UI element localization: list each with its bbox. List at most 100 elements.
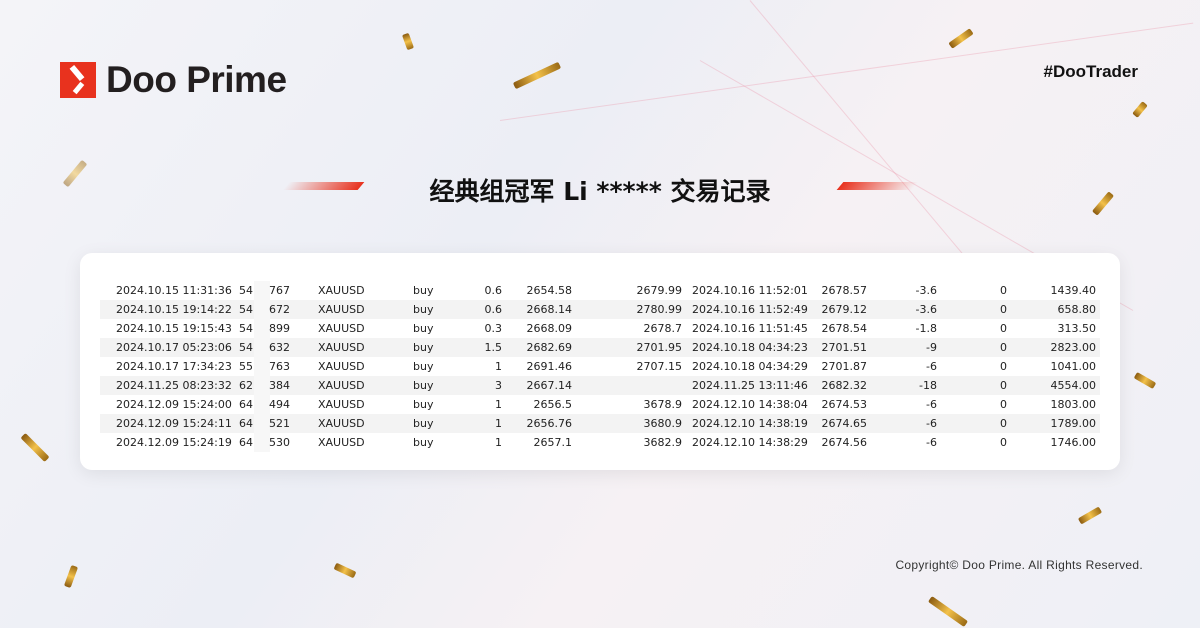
table-row: 2024.12.09 15:24:19 64 530 XAUUSD buy 1 2657.1… <box>100 433 1100 452</box>
table-row: 2024.10.15 11:31:36 54 767 XAUUSD buy 0.6 2654… <box>100 281 1100 300</box>
cell-close-time: 2024.10.18 04:34:23 <box>692 341 808 354</box>
cell-commission: -6 <box>926 398 937 411</box>
cell-commission: -9 <box>926 341 937 354</box>
cell-close-time: 2024.10.18 04:34:29 <box>692 360 808 373</box>
cell-type: buy <box>413 417 434 430</box>
cell-swap: 0 <box>1000 303 1007 316</box>
cell-profit: 313.50 <box>1057 322 1097 335</box>
confetti-icon <box>948 28 974 49</box>
cell-take-profit: 2679.99 <box>636 284 683 297</box>
cell-close-price: 2678.54 <box>821 322 868 335</box>
cell-type: buy <box>413 322 434 335</box>
cell-close-price: 2701.51 <box>821 341 868 354</box>
cell-volume: 3 <box>495 379 502 392</box>
cell-close-time: 2024.12.10 14:38:04 <box>692 398 808 411</box>
table-row: 2024.10.15 19:15:43 54 899 XAUUSD buy 0.3 2668… <box>100 319 1100 338</box>
cell-symbol: XAUUSD <box>318 398 365 411</box>
cell-take-profit: 3678.9 <box>643 398 683 411</box>
cell-ticket: 767 <box>269 284 290 297</box>
cell-symbol: XAUUSD <box>318 303 365 316</box>
cell-ticket: 384 <box>269 379 290 392</box>
masked-ticket <box>254 300 270 319</box>
cell-swap: 0 <box>1000 341 1007 354</box>
table-row: 2024.10.17 05:23:06 54 632 XAUUSD buy 1.5 2682… <box>100 338 1100 357</box>
cell-open-price: 2654.58 <box>526 284 573 297</box>
cell-open-time: 2024.10.15 11:31:36 <box>116 284 232 297</box>
masked-ticket <box>254 376 270 395</box>
cell-type: buy <box>413 398 434 411</box>
logo-mark-icon <box>60 62 96 98</box>
cell-open-price: 2668.09 <box>526 322 573 335</box>
table-row: 2024.11.25 08:23:32 62 384 XAUUSD buy 3 2667.1… <box>100 376 1100 395</box>
cell-volume: 0.6 <box>484 284 503 297</box>
cell-volume: 0.3 <box>484 322 503 335</box>
cell-ticket: 632 <box>269 341 290 354</box>
cell-ticket: 763 <box>269 360 290 373</box>
cell-volume: 1 <box>495 360 502 373</box>
cell-type: buy <box>413 341 434 354</box>
cell-commission: -1.8 <box>915 322 937 335</box>
cell-open-time: 2024.12.09 15:24:19 <box>116 436 232 449</box>
cell-volume: 1 <box>495 436 502 449</box>
cell-ticket-prefix: 64 <box>239 436 253 449</box>
cell-open-time: 2024.11.25 08:23:32 <box>116 379 232 392</box>
cell-symbol: XAUUSD <box>318 360 365 373</box>
cell-swap: 0 <box>1000 360 1007 373</box>
cell-take-profit: 2780.99 <box>636 303 683 316</box>
cell-open-price: 2691.46 <box>526 360 573 373</box>
cell-open-price: 2657.1 <box>533 436 573 449</box>
cell-ticket: 530 <box>269 436 290 449</box>
cell-open-price: 2667.14 <box>526 379 573 392</box>
confetti-icon <box>63 564 79 589</box>
cell-symbol: XAUUSD <box>318 284 365 297</box>
masked-ticket <box>254 281 270 300</box>
confetti-icon <box>1077 506 1103 525</box>
cell-open-time: 2024.12.09 15:24:11 <box>116 417 232 430</box>
cell-ticket-prefix: 54 <box>239 284 253 297</box>
cell-take-profit: 2701.95 <box>636 341 683 354</box>
cell-open-time: 2024.10.15 19:14:22 <box>116 303 232 316</box>
masked-ticket <box>254 357 270 376</box>
cell-close-price: 2682.32 <box>821 379 868 392</box>
cell-close-price: 2701.87 <box>821 360 868 373</box>
cell-ticket: 521 <box>269 417 290 430</box>
cell-take-profit: 3680.9 <box>643 417 683 430</box>
cell-swap: 0 <box>1000 398 1007 411</box>
cell-symbol: XAUUSD <box>318 341 365 354</box>
cell-commission: -3.6 <box>915 284 937 297</box>
table-row: 2024.12.09 15:24:00 64 494 XAUUSD buy 1 2656.5… <box>100 395 1100 414</box>
cell-swap: 0 <box>1000 322 1007 335</box>
confetti-icon <box>1132 101 1148 118</box>
cell-volume: 1.5 <box>484 341 503 354</box>
cell-ticket-prefix: 55 <box>239 360 253 373</box>
confetti-icon <box>927 596 969 627</box>
cell-close-time: 2024.10.16 11:51:45 <box>692 322 808 335</box>
cell-open-time: 2024.12.09 15:24:00 <box>116 398 232 411</box>
cell-swap: 0 <box>1000 436 1007 449</box>
cell-take-profit: 3682.9 <box>643 436 683 449</box>
cell-ticket-prefix: 64 <box>239 417 253 430</box>
confetti-icon <box>333 562 357 579</box>
cell-close-price: 2678.57 <box>821 284 868 297</box>
cell-ticket-prefix: 62 <box>239 379 253 392</box>
cell-commission: -6 <box>926 436 937 449</box>
cell-commission: -6 <box>926 417 937 430</box>
masked-ticket <box>254 319 270 338</box>
table-row: 2024.10.17 17:34:23 55 763 XAUUSD buy 1 2691.4… <box>100 357 1100 376</box>
cell-close-price: 2679.12 <box>821 303 868 316</box>
cell-close-price: 2674.65 <box>821 417 868 430</box>
cell-take-profit: 2707.15 <box>636 360 683 373</box>
cell-close-time: 2024.10.16 11:52:49 <box>692 303 808 316</box>
cell-open-time: 2024.10.15 19:15:43 <box>116 322 232 335</box>
confetti-icon <box>512 61 562 90</box>
cell-ticket-prefix: 54 <box>239 341 253 354</box>
cell-ticket-prefix: 54 <box>239 322 253 335</box>
cell-profit: 1803.00 <box>1050 398 1097 411</box>
cell-profit: 4554.00 <box>1050 379 1097 392</box>
cell-type: buy <box>413 379 434 392</box>
cell-open-price: 2668.14 <box>526 303 573 316</box>
cell-swap: 0 <box>1000 284 1007 297</box>
hashtag: #DooTrader <box>1043 62 1138 81</box>
cell-symbol: XAUUSD <box>318 379 365 392</box>
cell-ticket: 899 <box>269 322 290 335</box>
